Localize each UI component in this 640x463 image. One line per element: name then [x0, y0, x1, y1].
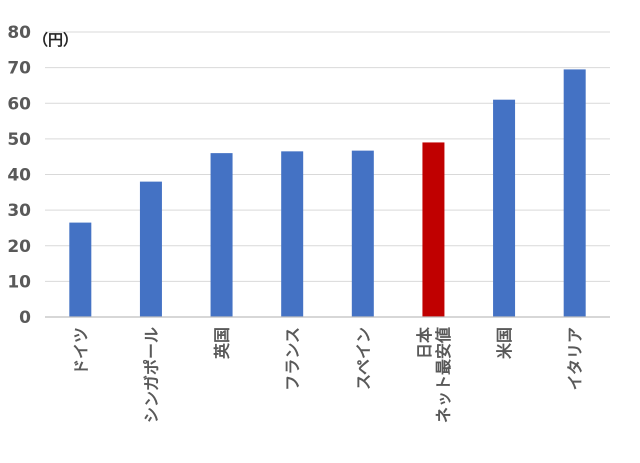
bar	[139, 181, 162, 317]
y-tick-label: 40	[7, 166, 31, 186]
bar	[422, 142, 445, 317]
bar	[69, 222, 92, 317]
y-tick-label: 0	[19, 308, 31, 328]
bar	[210, 153, 233, 317]
x-axis-category-labels: ドイツ シンガポール 英国 フランス スペイン 日本 ネット最安値 米国 イタリア	[71, 327, 584, 423]
bar	[281, 151, 304, 317]
bar	[563, 69, 586, 317]
x-category-label: 日本	[415, 327, 434, 359]
x-category-label: 英国	[213, 327, 232, 360]
bar	[351, 150, 374, 317]
x-category-label: スペイン	[354, 327, 373, 390]
y-tick-label: 20	[7, 237, 31, 257]
bars	[69, 69, 586, 317]
bar	[493, 99, 516, 317]
y-tick-label: 30	[7, 201, 31, 221]
y-tick-label: 60	[7, 94, 31, 114]
y-tick-label: 50	[7, 130, 31, 150]
y-tick-label: 70	[7, 59, 31, 79]
x-category-label: シンガポール	[142, 327, 161, 423]
gridlines	[45, 31, 610, 282]
x-category-label: フランス	[283, 327, 302, 391]
x-category-label: ドイツ	[71, 327, 90, 375]
y-axis-tick-labels: 0 10 20 30 40 50 60 70 80	[7, 23, 31, 328]
x-category-label: 米国	[495, 327, 514, 359]
x-category-label: ネット最安値	[434, 327, 453, 423]
x-category-label: イタリア	[566, 327, 585, 390]
y-tick-label: 10	[7, 272, 31, 292]
y-tick-label: 80	[7, 23, 31, 43]
y-axis-unit-label: （円）	[33, 31, 78, 49]
